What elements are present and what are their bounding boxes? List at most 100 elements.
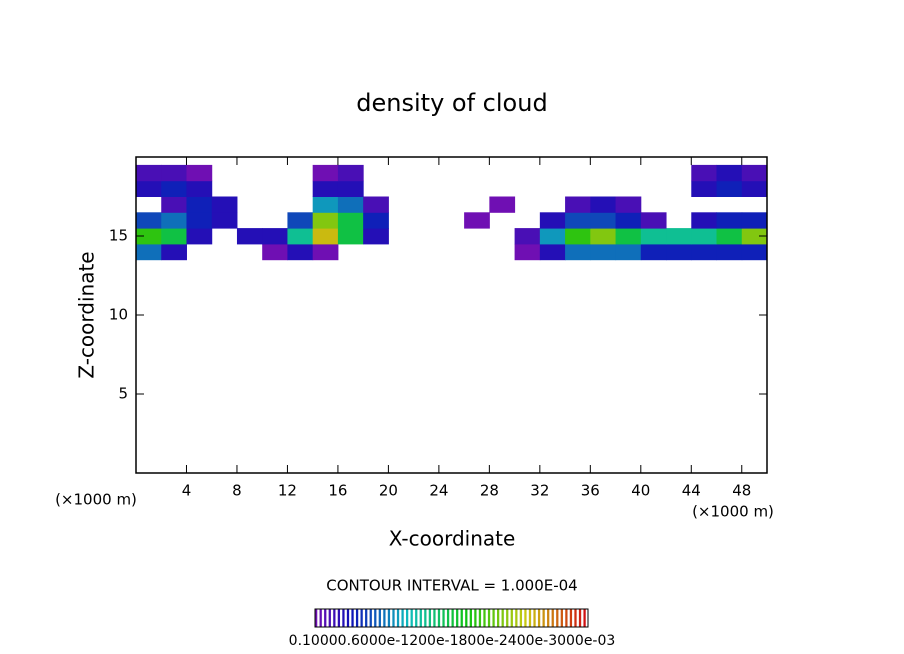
- contour-cell: [136, 243, 162, 261]
- colorbar-label: 0.10000.6000e-1200e-1800e-2400e-3000e-03: [289, 633, 616, 649]
- contour-cell: [615, 212, 642, 229]
- x-tick-label: 16: [328, 482, 347, 500]
- colorbar-stripe: [328, 609, 331, 627]
- colorbar-stripe: [515, 609, 518, 627]
- contour-cell: [489, 196, 516, 213]
- x-unit-label: (×1000 m): [55, 491, 137, 509]
- contour-cell: [161, 243, 187, 261]
- contour-cell: [565, 243, 591, 261]
- colorbar-stripe: [497, 609, 500, 627]
- contour-cell: [716, 180, 743, 197]
- x-tick-label: 40: [631, 482, 650, 500]
- colorbar-stripe: [401, 609, 404, 627]
- colorbar-stripe: [460, 609, 463, 627]
- colorbar-stripe: [469, 609, 472, 627]
- colorbar-stripe: [537, 609, 541, 627]
- colorbar-stripe: [487, 609, 491, 627]
- colorbar-stripe: [396, 609, 400, 627]
- colorbar-stripe: [556, 609, 559, 627]
- contour-cell: [312, 228, 339, 245]
- contour-cell: [615, 228, 642, 245]
- colorbar-stripe: [315, 609, 318, 627]
- x-tick-label: 24: [429, 482, 448, 500]
- contour-cell: [741, 228, 768, 245]
- colorbar-stripe: [419, 609, 422, 627]
- contour-cell: [337, 228, 364, 245]
- colorbar-stripe: [374, 609, 377, 627]
- contour-cell: [741, 164, 768, 182]
- x-tick-label: 32: [530, 482, 549, 500]
- contour-cell: [337, 212, 364, 229]
- colorbar-stripe: [451, 609, 454, 627]
- contour-cell: [716, 243, 743, 261]
- contour-interval: CONTOUR INTERVAL = 1.000E-04: [326, 577, 577, 595]
- colorbar-stripe: [528, 609, 532, 627]
- contour-cell: [716, 164, 743, 182]
- contour-cell: [640, 212, 667, 229]
- contour-cell: [539, 212, 566, 229]
- contour-cell: [287, 212, 314, 229]
- colorbar-stripe: [365, 609, 368, 627]
- contour-cell: [741, 212, 768, 229]
- colorbar-stripe: [415, 609, 418, 627]
- contour-cell: [539, 228, 566, 245]
- colorbar-stripe: [501, 609, 504, 627]
- contour-cell: [716, 212, 743, 229]
- contour-cell: [590, 212, 617, 229]
- contour-cell: [161, 196, 187, 213]
- x-tick-label: 20: [379, 482, 398, 500]
- colorbar-stripe: [574, 609, 577, 627]
- colorbar-stripe: [478, 609, 482, 627]
- x-tick-label: 44: [682, 482, 701, 500]
- contour-cell: [236, 228, 263, 245]
- colorbar-stripe: [456, 609, 459, 627]
- x-tick-label: 28: [480, 482, 499, 500]
- contour-cell: [590, 243, 617, 261]
- colorbar-stripe: [442, 609, 445, 627]
- contour-cell: [161, 164, 187, 182]
- contour-cell: [312, 243, 339, 261]
- contour-cell: [590, 196, 617, 213]
- contour-cell: [539, 243, 566, 261]
- contour-cell: [136, 180, 162, 197]
- colorbar-stripe: [465, 609, 468, 627]
- colorbar-stripe: [360, 609, 363, 627]
- colorbar-stripe: [560, 609, 563, 627]
- colorbar-stripe: [519, 609, 523, 627]
- colorbar-stripe: [346, 609, 350, 627]
- colorbar-stripe: [324, 609, 327, 627]
- colorbar-stripe: [492, 609, 495, 627]
- contour-cell: [565, 212, 591, 229]
- colorbar-stripe: [433, 609, 436, 627]
- chart-title: density of cloud: [356, 89, 547, 117]
- contour-cell: [716, 228, 743, 245]
- contour-cell: [161, 228, 187, 245]
- x-tick-label: 8: [232, 482, 242, 500]
- colorbar-stripe: [583, 609, 586, 627]
- contour-cell: [666, 243, 692, 261]
- contour-cell: [186, 228, 213, 245]
- y-tick-label: 5: [118, 385, 128, 403]
- contour-cell: [691, 212, 718, 229]
- contour-cell: [186, 180, 213, 197]
- contour-cell: [363, 196, 389, 213]
- colorbar-stripe: [378, 609, 381, 627]
- y-tick-label: 15: [109, 227, 128, 245]
- colorbar-stripe: [342, 609, 345, 627]
- contour-cell: [161, 212, 187, 229]
- contour-cell: [615, 196, 642, 213]
- contour-cell: [691, 243, 718, 261]
- contour-cell: [691, 228, 718, 245]
- colorbar-stripe: [392, 609, 395, 627]
- contour-cell: [136, 228, 162, 245]
- contour-cell: [363, 212, 389, 229]
- contour-cell: [262, 243, 288, 261]
- contour-cell: [186, 212, 213, 229]
- contour-cell: [691, 180, 718, 197]
- colorbar-stripe: [474, 609, 477, 627]
- contour-cell: [312, 180, 339, 197]
- contour-cell: [186, 164, 213, 182]
- contour-cell: [514, 228, 541, 245]
- contour-cell: [312, 212, 339, 229]
